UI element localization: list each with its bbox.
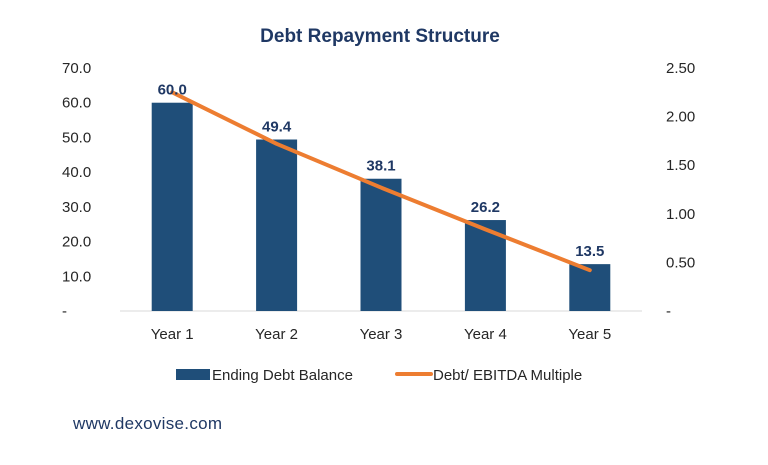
bar-data-label: 60.0 — [158, 82, 187, 99]
chart-title: Debt Repayment Structure — [260, 26, 500, 47]
right-axis: - 0.50 1.00 1.50 2.00 2.50 — [666, 60, 695, 320]
bars — [151, 102, 611, 311]
right-tick-label: 2.00 — [666, 109, 695, 126]
left-tick-label: 30.0 — [62, 199, 91, 216]
left-tick-label: - — [62, 303, 67, 320]
x-tick-label: Year 3 — [360, 326, 403, 343]
footer-url: www.dexovise.com — [73, 414, 223, 433]
bar-data-label: 26.2 — [471, 199, 500, 216]
x-tick-label: Year 4 — [464, 326, 507, 343]
left-tick-label: 60.0 — [62, 95, 91, 112]
right-tick-label: 1.00 — [666, 206, 695, 223]
left-tick-label: 20.0 — [62, 234, 91, 251]
legend-bar-swatch — [176, 369, 210, 380]
data-labels: 60.0 49.4 38.1 26.2 13.5 — [158, 82, 605, 260]
left-tick-label: 10.0 — [62, 268, 91, 285]
x-tick-label: Year 1 — [151, 326, 194, 343]
left-tick-label: 70.0 — [62, 60, 91, 77]
bar-data-label: 13.5 — [575, 243, 604, 260]
right-tick-label: 1.50 — [666, 157, 695, 174]
left-tick-label: 40.0 — [62, 164, 91, 181]
legend: Ending Debt Balance Debt/ EBITDA Multipl… — [176, 367, 582, 384]
right-tick-label: 2.50 — [666, 60, 695, 77]
left-axis: - 10.0 20.0 30.0 40.0 50.0 60.0 70.0 — [62, 60, 91, 320]
bar — [360, 178, 402, 311]
bar — [151, 102, 193, 311]
right-tick-label: - — [666, 303, 671, 320]
bar-data-label: 49.4 — [262, 119, 292, 136]
left-tick-label: 50.0 — [62, 129, 91, 146]
legend-bar-label: Ending Debt Balance — [212, 367, 353, 384]
bar — [256, 139, 298, 311]
x-axis: Year 1 Year 2 Year 3 Year 4 Year 5 — [151, 326, 611, 343]
right-tick-label: 0.50 — [666, 254, 695, 271]
legend-line-label: Debt/ EBITDA Multiple — [433, 367, 582, 384]
x-tick-label: Year 2 — [255, 326, 298, 343]
line-series — [170, 90, 592, 273]
bar-data-label: 38.1 — [366, 158, 395, 175]
x-tick-label: Year 5 — [568, 326, 611, 343]
